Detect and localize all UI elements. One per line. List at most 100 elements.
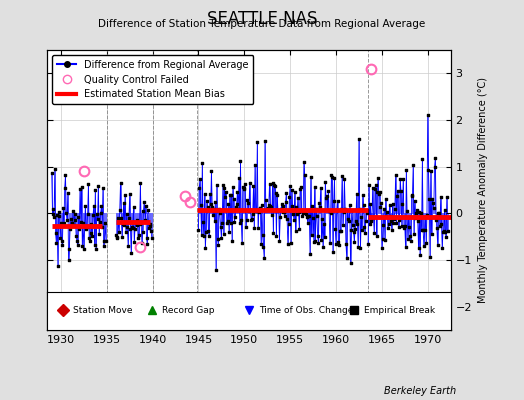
Text: Difference of Station Temperature Data from Regional Average: Difference of Station Temperature Data f… [99, 19, 425, 29]
Point [393, 193, 401, 200]
Point [318, 237, 326, 243]
Point [308, 202, 316, 209]
Point [398, 201, 407, 208]
Point [276, 214, 285, 220]
Y-axis label: Monthly Temperature Anomaly Difference (°C): Monthly Temperature Anomaly Difference (… [477, 77, 487, 303]
Point [242, 224, 250, 230]
Point [288, 187, 296, 194]
Point [51, 166, 59, 172]
Point [194, 226, 203, 233]
Point [52, 240, 60, 246]
Point [127, 250, 135, 257]
Point [143, 241, 151, 247]
Point [418, 226, 426, 233]
Point [278, 200, 286, 207]
Point [232, 204, 240, 210]
Point [426, 254, 434, 260]
Point [115, 229, 123, 235]
Point [117, 215, 125, 221]
Point [368, 184, 377, 191]
Point [359, 202, 368, 208]
Point [364, 241, 372, 247]
Point [129, 204, 138, 210]
Point [376, 204, 385, 210]
Point [377, 199, 385, 206]
Point [343, 207, 352, 213]
Point [337, 206, 345, 212]
Point [123, 224, 132, 231]
Point [411, 214, 420, 221]
Point [315, 200, 323, 206]
Point [116, 206, 124, 213]
Point [71, 217, 80, 223]
Point [145, 225, 153, 232]
Point [80, 223, 89, 230]
Point [321, 179, 330, 185]
Point [145, 223, 154, 229]
Point [241, 180, 249, 187]
Point [93, 211, 101, 218]
Point [96, 210, 105, 216]
Point [219, 181, 227, 188]
Point [138, 239, 146, 246]
Point [388, 226, 396, 233]
Point [147, 228, 155, 234]
Point [257, 241, 265, 247]
Point [296, 186, 304, 192]
Point [432, 216, 440, 223]
Point [266, 203, 275, 209]
Point [199, 218, 207, 225]
Point [144, 207, 152, 214]
Point [443, 194, 451, 200]
Point [230, 196, 238, 202]
Point [114, 214, 123, 221]
Point [291, 228, 300, 234]
Point [297, 184, 305, 190]
Point [273, 192, 281, 198]
Point [316, 185, 325, 191]
Point [392, 220, 400, 226]
Point [310, 184, 319, 190]
Point [428, 196, 436, 202]
Point [365, 221, 374, 227]
Point [208, 204, 216, 210]
Point [385, 202, 394, 208]
Point [355, 206, 364, 212]
Point [236, 158, 245, 164]
Point [350, 229, 358, 236]
Point [49, 206, 58, 212]
Point [93, 216, 102, 222]
Point [206, 191, 214, 198]
Point [373, 189, 381, 196]
Point [357, 214, 365, 220]
Point [223, 220, 231, 226]
Point [48, 170, 56, 176]
Point [74, 214, 83, 220]
Point [375, 188, 384, 195]
Point [233, 188, 242, 195]
Point [260, 254, 268, 261]
Point [220, 184, 228, 191]
Point [265, 202, 273, 209]
Point [400, 224, 408, 231]
Point [409, 162, 418, 168]
Point [387, 218, 395, 224]
Point [403, 236, 412, 242]
Point [316, 204, 324, 210]
Point [358, 192, 367, 198]
Point [285, 194, 293, 201]
Point [438, 245, 446, 251]
Point [298, 213, 307, 220]
Point [381, 196, 390, 202]
Point [439, 229, 447, 236]
Point [336, 228, 345, 234]
Point [68, 220, 76, 226]
Point [102, 238, 110, 244]
Point [300, 172, 309, 178]
Point [361, 230, 369, 236]
Point [274, 207, 282, 213]
Point [420, 226, 429, 233]
Point [249, 183, 258, 190]
Point [211, 199, 220, 205]
Point [399, 175, 408, 182]
